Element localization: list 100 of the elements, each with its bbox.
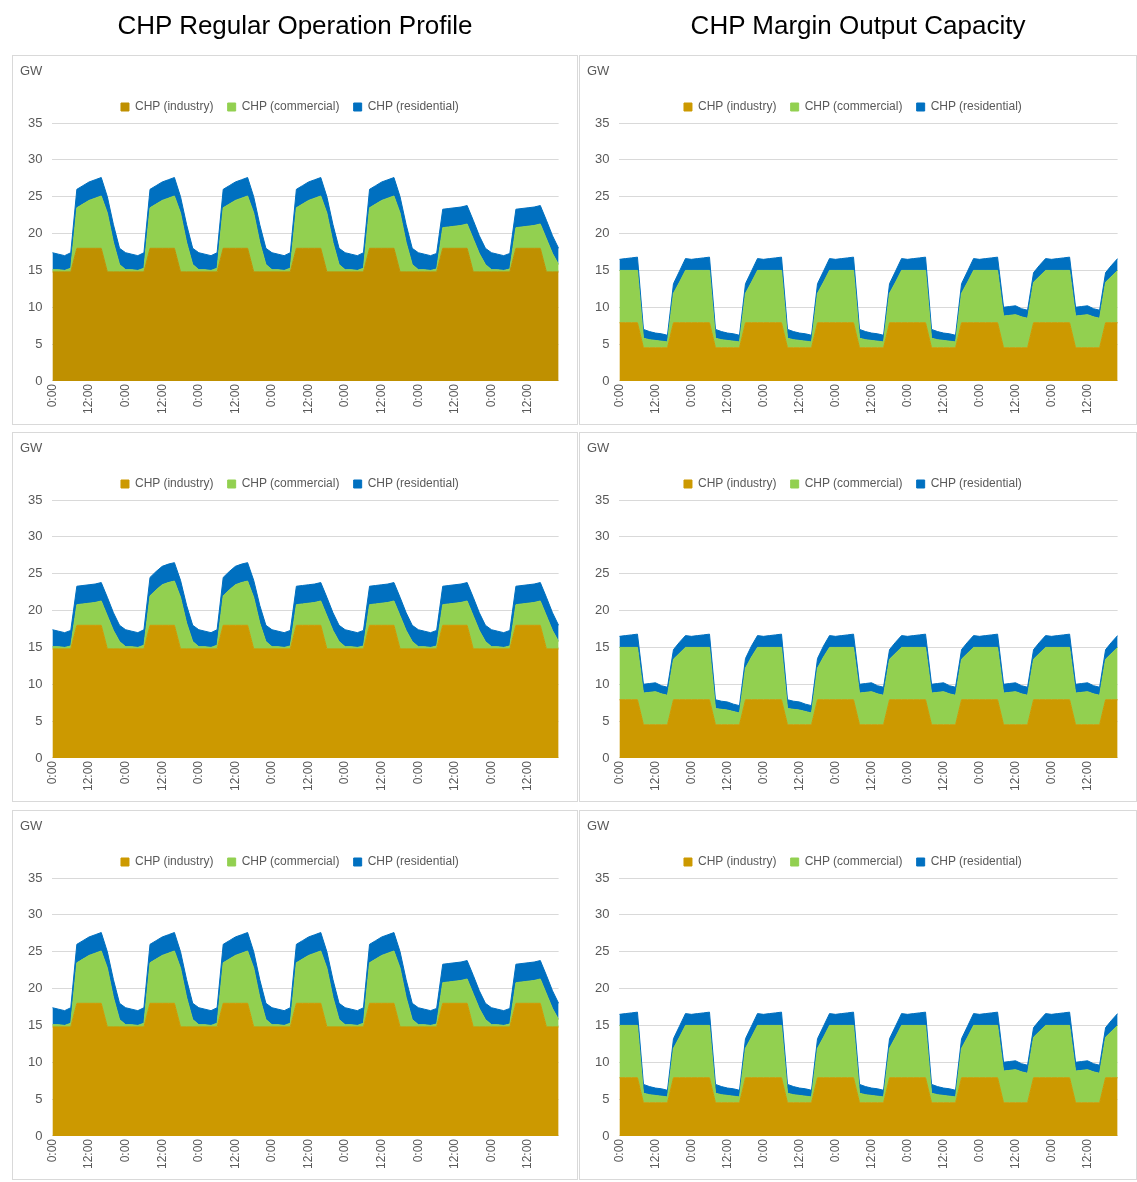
- x-tick-label: 0:00: [117, 1138, 132, 1163]
- x-tick-label: 0:00: [410, 1138, 425, 1163]
- x-tick-label: 0:00: [971, 1138, 986, 1163]
- x-tick-label: 12:00: [227, 760, 242, 791]
- legend-label: CHP (commercial): [241, 99, 340, 114]
- x-tick-label: 0:00: [683, 383, 698, 408]
- legend-label: CHP (industry): [697, 476, 777, 491]
- legend-label: CHP (commercial): [804, 854, 903, 869]
- x-tick-label: 12:00: [520, 383, 535, 414]
- x-tick-label: 12:00: [300, 760, 315, 791]
- y-tick-label: 5: [35, 335, 43, 351]
- x-tick-label: 12:00: [300, 1138, 315, 1169]
- x-tick-label: 0:00: [44, 383, 59, 408]
- y-tick-label: 20: [27, 980, 43, 996]
- x-tick-label: 0:00: [1043, 760, 1058, 785]
- x-tick-label: 12:00: [647, 1138, 662, 1169]
- x-tick-label: 0:00: [755, 760, 770, 785]
- x-tick-label: 0:00: [1043, 383, 1058, 408]
- y-tick-label: 0: [602, 749, 610, 765]
- legend-label: CHP (industry): [134, 476, 214, 491]
- y-tick-label: 25: [594, 565, 610, 581]
- x-tick-label: 0:00: [191, 383, 206, 408]
- x-tick-label: 12:00: [300, 383, 315, 414]
- y-tick-label: 30: [594, 151, 610, 167]
- x-tick-label: 0:00: [44, 1138, 59, 1163]
- x-tick-label: 12:00: [647, 760, 662, 791]
- y-tick-label: 10: [27, 1053, 43, 1069]
- y-tick-label: 5: [602, 712, 610, 728]
- x-tick-label: 0:00: [337, 760, 352, 785]
- x-tick-label: 0:00: [264, 1138, 279, 1163]
- x-tick-label: 0:00: [117, 383, 132, 408]
- x-tick-label: 0:00: [410, 383, 425, 408]
- y-axis-title: GW: [20, 63, 43, 78]
- legend-label: CHP (commercial): [804, 99, 903, 114]
- y-tick-label: 35: [594, 114, 610, 130]
- x-tick-label: 0:00: [755, 1138, 770, 1163]
- x-tick-label: 12:00: [863, 383, 878, 414]
- x-tick-label: 12:00: [154, 1138, 169, 1169]
- y-tick-label: 0: [35, 372, 43, 388]
- x-tick-label: 12:00: [374, 1138, 389, 1169]
- x-tick-label: 0:00: [483, 760, 498, 785]
- y-tick-label: 10: [27, 298, 43, 314]
- x-tick-label: 0:00: [899, 760, 914, 785]
- legend-label: CHP (commercial): [804, 476, 903, 491]
- legend-label: CHP (residential): [930, 476, 1022, 491]
- chart-title: CHP Margin Output Capacity: [689, 9, 1027, 42]
- x-tick-label: 12:00: [81, 1138, 96, 1169]
- x-tick-label: 0:00: [755, 383, 770, 408]
- y-tick-label: 5: [35, 712, 43, 728]
- y-tick-label: 10: [594, 675, 610, 691]
- y-tick-label: 0: [602, 1127, 610, 1143]
- y-tick-label: 30: [27, 906, 43, 922]
- x-tick-label: 12:00: [935, 1138, 950, 1169]
- x-tick-label: 0:00: [827, 1138, 842, 1163]
- x-tick-label: 0:00: [971, 760, 986, 785]
- x-tick-label: 0:00: [683, 1138, 698, 1163]
- x-tick-label: 12:00: [374, 760, 389, 791]
- x-tick-label: 12:00: [447, 1138, 462, 1169]
- y-tick-label: 10: [594, 298, 610, 314]
- x-tick-label: 12:00: [791, 1138, 806, 1169]
- x-tick-label: 0:00: [410, 760, 425, 785]
- x-tick-label: 12:00: [791, 760, 806, 791]
- y-tick-label: 15: [27, 638, 43, 654]
- x-tick-label: 12:00: [935, 383, 950, 414]
- y-tick-label: 25: [594, 943, 610, 959]
- x-tick-label: 12:00: [81, 383, 96, 414]
- y-tick-label: 5: [602, 1090, 610, 1106]
- x-tick-label: 0:00: [337, 1138, 352, 1163]
- y-axis-title: GW: [587, 63, 610, 78]
- x-tick-label: 0:00: [683, 760, 698, 785]
- x-tick-label: 0:00: [44, 760, 59, 785]
- y-tick-label: 20: [594, 225, 610, 241]
- y-axis-title: GW: [20, 818, 43, 833]
- x-tick-label: 12:00: [81, 760, 96, 791]
- y-tick-label: 0: [35, 749, 43, 765]
- legend-label: CHP (industry): [134, 854, 214, 869]
- y-tick-label: 35: [594, 869, 610, 885]
- y-tick-label: 25: [594, 188, 610, 204]
- y-tick-label: 35: [27, 114, 43, 130]
- x-tick-label: 0:00: [971, 383, 986, 408]
- legend-label: CHP (commercial): [241, 476, 340, 491]
- y-tick-label: 30: [27, 151, 43, 167]
- x-tick-label: 12:00: [154, 760, 169, 791]
- x-tick-label: 12:00: [520, 1138, 535, 1169]
- x-tick-label: 12:00: [1079, 1138, 1094, 1169]
- y-tick-label: 10: [594, 1053, 610, 1069]
- y-axis-title: GW: [587, 440, 610, 455]
- x-tick-label: 0:00: [827, 760, 842, 785]
- x-tick-label: 0:00: [191, 1138, 206, 1163]
- x-tick-label: 12:00: [1007, 383, 1022, 414]
- legend-label: CHP (residential): [930, 854, 1022, 869]
- y-tick-label: 30: [594, 528, 610, 544]
- x-tick-label: 0:00: [191, 760, 206, 785]
- y-tick-label: 35: [594, 491, 610, 507]
- y-tick-label: 35: [27, 869, 43, 885]
- y-tick-label: 25: [27, 943, 43, 959]
- x-tick-label: 12:00: [1007, 760, 1022, 791]
- y-tick-label: 30: [27, 528, 43, 544]
- legend-label: CHP (residential): [367, 99, 459, 114]
- y-tick-label: 15: [594, 1016, 610, 1032]
